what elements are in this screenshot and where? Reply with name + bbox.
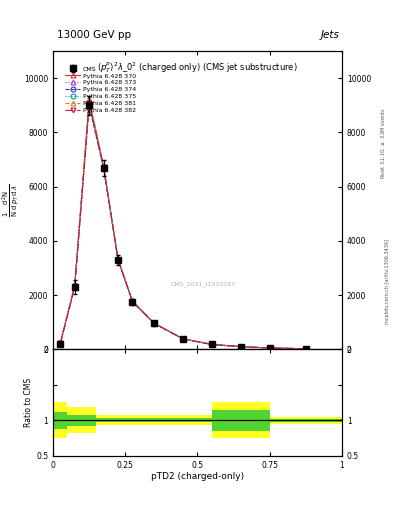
Pythia 6.428 370 xyxy=(130,298,135,304)
Pythia 6.428 375 xyxy=(181,336,185,342)
Pythia 6.428 382 xyxy=(152,321,156,327)
Pythia 6.428 373 xyxy=(152,321,156,327)
Pythia 6.428 374 xyxy=(58,340,62,347)
Legend: CMS, Pythia 6.428 370, Pythia 6.428 373, Pythia 6.428 374, Pythia 6.428 375, Pyt: CMS, Pythia 6.428 370, Pythia 6.428 373,… xyxy=(65,66,136,113)
Pythia 6.428 374 xyxy=(87,102,92,109)
Text: 13000 GeV pp: 13000 GeV pp xyxy=(57,30,131,40)
Pythia 6.428 381 xyxy=(101,162,106,168)
Pythia 6.428 373 xyxy=(267,345,272,351)
Pythia 6.428 382 xyxy=(116,257,120,263)
X-axis label: pTD2 (charged-only): pTD2 (charged-only) xyxy=(151,472,244,481)
Pythia 6.428 373 xyxy=(181,336,185,342)
Line: Pythia 6.428 381: Pythia 6.428 381 xyxy=(58,96,308,351)
Text: Rivet 3.1.10, $\geq$ 3.3M events: Rivet 3.1.10, $\geq$ 3.3M events xyxy=(379,108,387,179)
Pythia 6.428 370 xyxy=(101,163,106,169)
Pythia 6.428 374 xyxy=(267,345,272,351)
Pythia 6.428 374 xyxy=(181,336,185,342)
Pythia 6.428 382 xyxy=(181,336,185,342)
Pythia 6.428 381 xyxy=(116,256,120,262)
Pythia 6.428 382 xyxy=(101,164,106,170)
Text: mcplots.cern.ch [arXiv:1306.3436]: mcplots.cern.ch [arXiv:1306.3436] xyxy=(385,239,389,324)
Pythia 6.428 370 xyxy=(72,283,77,289)
Pythia 6.428 373 xyxy=(239,344,243,350)
Pythia 6.428 381 xyxy=(267,345,272,351)
Pythia 6.428 374 xyxy=(209,342,214,348)
Pythia 6.428 381 xyxy=(130,298,135,304)
Pythia 6.428 373 xyxy=(72,284,77,290)
Pythia 6.428 370 xyxy=(87,97,92,103)
Pythia 6.428 382 xyxy=(303,346,308,352)
Line: Pythia 6.428 373: Pythia 6.428 373 xyxy=(58,101,308,351)
Pythia 6.428 375 xyxy=(101,164,106,170)
Y-axis label: Ratio to CMS: Ratio to CMS xyxy=(24,378,33,427)
Pythia 6.428 382 xyxy=(209,342,214,348)
Pythia 6.428 375 xyxy=(130,298,135,305)
Pythia 6.428 381 xyxy=(58,340,62,346)
Pythia 6.428 370 xyxy=(303,346,308,352)
Text: $(p_T^P)^2\lambda\_0^2$ (charged only) (CMS jet substructure): $(p_T^P)^2\lambda\_0^2$ (charged only) (… xyxy=(97,60,298,75)
Pythia 6.428 373 xyxy=(101,164,106,170)
Text: CMS_2021_I1920187: CMS_2021_I1920187 xyxy=(171,281,236,287)
Line: Pythia 6.428 382: Pythia 6.428 382 xyxy=(58,101,308,351)
Pythia 6.428 381 xyxy=(87,96,92,102)
Pythia 6.428 374 xyxy=(101,165,106,172)
Pythia 6.428 370 xyxy=(209,342,214,348)
Pythia 6.428 370 xyxy=(239,344,243,350)
Line: Pythia 6.428 375: Pythia 6.428 375 xyxy=(58,100,308,351)
Y-axis label: $\frac{1}{\mathrm{N}}\,\frac{\mathrm{d}^2\mathrm{N}}{\mathrm{d}\,p_T\,\mathrm{d}: $\frac{1}{\mathrm{N}}\,\frac{\mathrm{d}^… xyxy=(0,183,21,217)
Pythia 6.428 373 xyxy=(87,101,92,107)
Pythia 6.428 381 xyxy=(239,344,243,350)
Pythia 6.428 375 xyxy=(58,340,62,347)
Pythia 6.428 375 xyxy=(209,342,214,348)
Pythia 6.428 370 xyxy=(58,340,62,346)
Pythia 6.428 373 xyxy=(116,257,120,263)
Pythia 6.428 382 xyxy=(87,100,92,106)
Pythia 6.428 374 xyxy=(116,257,120,263)
Text: Jets: Jets xyxy=(321,30,340,40)
Pythia 6.428 370 xyxy=(181,336,185,342)
Pythia 6.428 370 xyxy=(152,320,156,326)
Pythia 6.428 374 xyxy=(72,284,77,290)
Pythia 6.428 375 xyxy=(267,345,272,351)
Pythia 6.428 375 xyxy=(303,346,308,352)
Pythia 6.428 370 xyxy=(267,345,272,351)
Pythia 6.428 375 xyxy=(87,100,92,106)
Pythia 6.428 382 xyxy=(58,340,62,347)
Pythia 6.428 373 xyxy=(209,342,214,348)
Pythia 6.428 374 xyxy=(130,298,135,305)
Line: Pythia 6.428 374: Pythia 6.428 374 xyxy=(58,103,308,351)
Pythia 6.428 381 xyxy=(209,342,214,348)
Pythia 6.428 381 xyxy=(303,346,308,352)
Pythia 6.428 370 xyxy=(116,256,120,262)
Pythia 6.428 374 xyxy=(303,346,308,352)
Pythia 6.428 381 xyxy=(181,336,185,342)
Pythia 6.428 382 xyxy=(72,283,77,289)
Pythia 6.428 382 xyxy=(267,345,272,351)
Pythia 6.428 373 xyxy=(303,346,308,352)
Line: Pythia 6.428 370: Pythia 6.428 370 xyxy=(58,98,308,351)
Pythia 6.428 375 xyxy=(72,283,77,289)
Pythia 6.428 382 xyxy=(130,298,135,305)
Pythia 6.428 373 xyxy=(130,298,135,305)
Pythia 6.428 381 xyxy=(152,320,156,326)
Pythia 6.428 375 xyxy=(116,257,120,263)
Pythia 6.428 374 xyxy=(152,321,156,327)
Pythia 6.428 374 xyxy=(239,344,243,350)
Pythia 6.428 382 xyxy=(239,344,243,350)
Pythia 6.428 375 xyxy=(152,321,156,327)
Pythia 6.428 375 xyxy=(239,344,243,350)
Pythia 6.428 381 xyxy=(72,282,77,288)
Pythia 6.428 373 xyxy=(58,340,62,347)
